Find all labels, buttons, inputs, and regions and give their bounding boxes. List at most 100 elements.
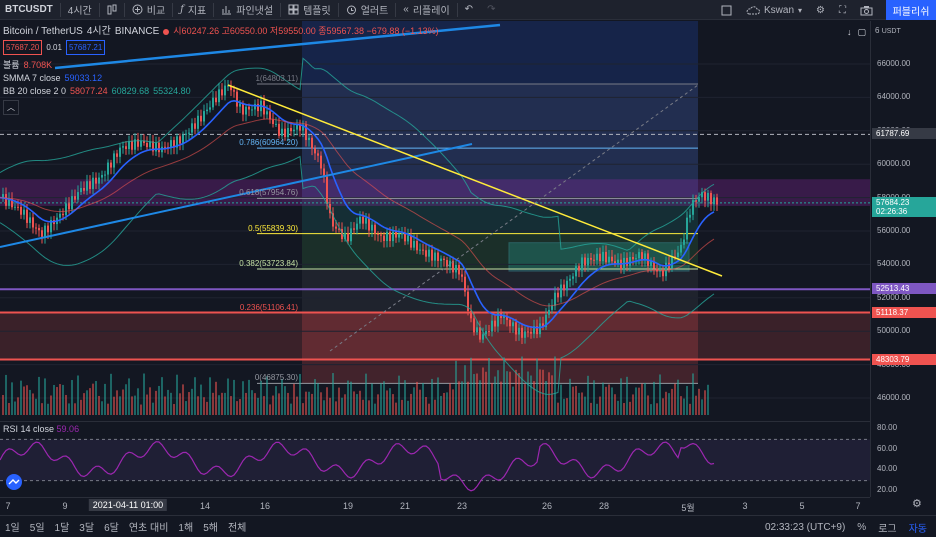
- candle-body: [176, 136, 178, 148]
- candle-body: [428, 249, 430, 257]
- rsi-label: RSI 14 close: [3, 424, 55, 434]
- log-scale-button[interactable]: 로그: [878, 523, 897, 535]
- interval-button[interactable]: 4시간: [61, 0, 99, 20]
- range-button[interactable]: 6달: [104, 523, 119, 534]
- volume-bar: [548, 372, 550, 415]
- publish-button[interactable]: 퍼블리쉬: [886, 0, 936, 20]
- compare-button[interactable]: 비교: [125, 0, 172, 20]
- snapshot-button[interactable]: [853, 0, 880, 20]
- volume-bar: [92, 383, 94, 415]
- volume-bar: [119, 396, 121, 415]
- alert-button[interactable]: 얼러트: [339, 0, 396, 20]
- volume-bar: [170, 392, 172, 415]
- candle-body: [665, 262, 667, 277]
- volume-bar: [71, 380, 73, 415]
- templates-button[interactable]: 템플릿: [281, 0, 338, 20]
- rsi-pane[interactable]: RSI 14 close 59.06: [0, 421, 870, 497]
- candle-body: [23, 209, 25, 215]
- fullscreen-button[interactable]: ⛶: [832, 0, 853, 20]
- candle-body: [188, 132, 190, 134]
- main-chart-pane[interactable]: Bitcoin / TetherUS 4시간 BINANCE 시60247.26…: [0, 21, 870, 421]
- rsi-tick: 40.00: [877, 464, 898, 474]
- rsi-canvas[interactable]: [0, 422, 870, 497]
- price-chart-canvas[interactable]: [0, 21, 870, 421]
- volume-bar: [89, 388, 91, 415]
- maximize-pane-icon[interactable]: ▢: [857, 27, 866, 37]
- volume-bar: [629, 401, 631, 415]
- range-button[interactable]: 1일: [5, 523, 20, 534]
- volume-bar: [140, 404, 142, 415]
- volume-bar: [464, 365, 466, 415]
- settings-button[interactable]: ⚙: [809, 0, 832, 20]
- range-button[interactable]: 1해: [178, 523, 194, 534]
- candle-body: [650, 261, 652, 266]
- buy-price-button[interactable]: 57687.21: [65, 40, 106, 55]
- symbol-search-button[interactable]: BTCUSDT: [0, 0, 60, 20]
- price-tick: 52000.00: [877, 292, 911, 302]
- time-tick: 28: [598, 501, 610, 511]
- sell-price-button[interactable]: 57687.20: [3, 40, 43, 55]
- candle-body: [107, 162, 109, 175]
- candle-body: [473, 318, 475, 333]
- clock-timezone-button[interactable]: 02:33:23 (UTC+9): [764, 521, 846, 533]
- undo-button[interactable]: ↶: [458, 0, 480, 20]
- candle-body: [419, 249, 421, 251]
- candle-body: [341, 229, 343, 240]
- candle-body: [335, 226, 337, 229]
- percent-scale-button[interactable]: %: [857, 521, 867, 533]
- bar-countdown: 02:26:36: [876, 206, 908, 216]
- layout-button[interactable]: [714, 0, 739, 20]
- volume-bar: [95, 381, 97, 415]
- legend-collapse-button[interactable]: ︿: [3, 100, 439, 115]
- replay-button[interactable]: « 리플레이: [396, 0, 456, 20]
- candle-body: [143, 140, 145, 143]
- candle-body: [344, 233, 346, 240]
- chevron-down-icon: ▾: [798, 5, 803, 15]
- trendline-lower: [0, 143, 473, 248]
- range-button[interactable]: 5해: [203, 523, 218, 534]
- rsi-tick: 80.00: [877, 423, 898, 433]
- candle-body: [689, 214, 691, 218]
- candle-body: [110, 162, 112, 168]
- arrow-down-icon[interactable]: ↓: [846, 27, 852, 37]
- auto-scale-button[interactable]: 자동: [908, 523, 927, 535]
- candle-body: [182, 134, 184, 144]
- price-axis[interactable]: 6 USDT 66000.0064000.0062000.0060000.005…: [870, 21, 936, 497]
- candle-body: [236, 91, 238, 107]
- candle-body: [212, 97, 214, 108]
- candle-body: [377, 233, 379, 235]
- range-button[interactable]: 5일: [29, 523, 45, 534]
- volume-bar: [434, 399, 436, 415]
- bb-basis-value: 58077.24: [70, 86, 108, 96]
- candle-body: [62, 213, 64, 216]
- range-button[interactable]: 3달: [79, 523, 95, 534]
- volume-bar: [545, 381, 547, 415]
- volume-bar: [686, 386, 688, 415]
- candles-icon: [107, 4, 117, 14]
- candle-body: [77, 192, 79, 200]
- layout-name-button[interactable]: Kswan ▾: [739, 0, 809, 20]
- range-button[interactable]: 전체: [227, 523, 247, 534]
- legend-ohlc: 시60247.26 고60550.00 저59550.00 종59567.38 …: [173, 26, 439, 36]
- candle-body: [617, 259, 619, 264]
- volume-bar: [431, 378, 433, 415]
- volume-bar: [266, 376, 268, 415]
- settings-small-button[interactable]: ⚙: [912, 497, 922, 510]
- volume-bar: [5, 374, 7, 415]
- candle-body: [95, 177, 97, 184]
- chart-style-button[interactable]: [100, 0, 124, 20]
- bb-legend-row: BB 20 close 2 0 58077.24 60829.68 55324.…: [3, 85, 439, 98]
- candle-body: [566, 280, 568, 291]
- tv-logo-icon[interactable]: [6, 474, 22, 490]
- candle-body: [461, 274, 463, 277]
- volume-bar: [11, 382, 13, 415]
- candle-body: [215, 97, 217, 103]
- range-button[interactable]: 1달: [54, 523, 70, 534]
- range-button[interactable]: 연초 대비: [128, 523, 169, 534]
- indicators-button[interactable]: ƒ 지표: [173, 0, 213, 20]
- volume-bar: [368, 400, 370, 415]
- candle-body: [35, 227, 37, 229]
- redo-button[interactable]: ↷: [480, 0, 502, 20]
- pine-editor-button[interactable]: 파인냇설: [214, 0, 280, 20]
- time-axis[interactable]: 2021-04-11 01:00 7 9 14 16 19 21 23 26 28 5월 3 5 7: [0, 497, 870, 515]
